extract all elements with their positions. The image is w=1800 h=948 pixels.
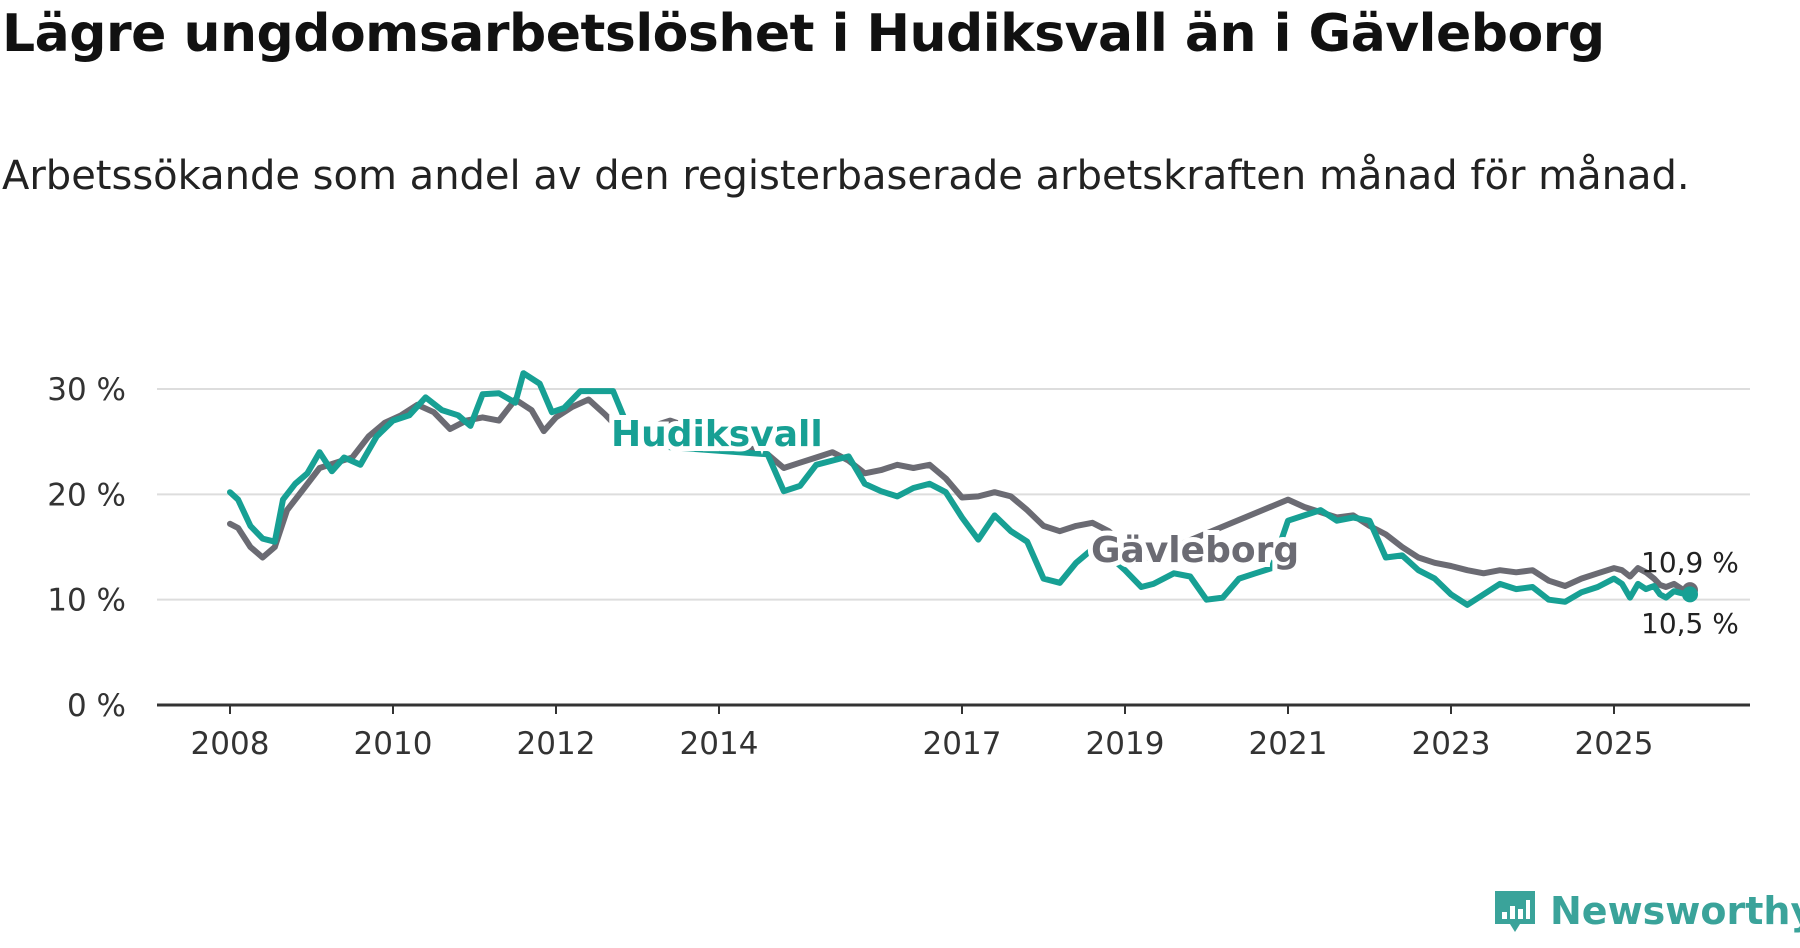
series-endpoint-hudiksvall: [1682, 586, 1698, 603]
x-tick-label: 2019: [1086, 726, 1165, 762]
x-tick-label: 2021: [1249, 726, 1328, 762]
newsworthy-logo-icon: [1495, 891, 1535, 932]
brand-name: Newsworthy: [1550, 889, 1800, 933]
x-tick-label: 2014: [680, 726, 759, 762]
x-tick-label: 2010: [354, 726, 433, 762]
x-tick-label: 2025: [1575, 726, 1654, 762]
series-line-gävleborg: [227, 396, 1693, 594]
series-line-hudiksvall: [227, 370, 1693, 608]
grid-layer: [157, 388, 1750, 601]
x-tick-label: 2012: [517, 726, 596, 762]
x-tick-label: 2008: [191, 726, 270, 762]
series-layer: [227, 370, 1698, 608]
series-label-gavleborg: Gävleborg: [1091, 530, 1299, 571]
end-label-hudiksvall: 10,5 %: [1641, 607, 1739, 640]
chart-subtitle: Arbetssökande som andel av den registerb…: [2, 153, 1690, 199]
axis-layer: 0 % 10 % 20 % 30 % 2008 2010 2012 2014 2017 2019 2…: [47, 372, 1750, 762]
series-label-hudiksvall: Hudiksvall: [611, 414, 823, 455]
y-tick-label: 20 %: [47, 477, 126, 513]
y-tick-label: 30 %: [47, 372, 126, 408]
x-tick-label: 2017: [923, 726, 1002, 762]
chart-title: Lägre ungdomsarbetslöshet i Hudiksvall ä…: [2, 4, 1605, 64]
x-tick-label: 2023: [1412, 726, 1491, 762]
label-layer: Hudiksvall Gävleborg 10,9 % 10,5 %: [606, 409, 1739, 640]
newsworthy-logo: Newsworthy: [1492, 888, 1800, 934]
y-tick-label: 0 %: [67, 688, 126, 724]
end-label-gavleborg: 10,9 %: [1641, 546, 1739, 579]
y-tick-label: 10 %: [47, 583, 126, 619]
